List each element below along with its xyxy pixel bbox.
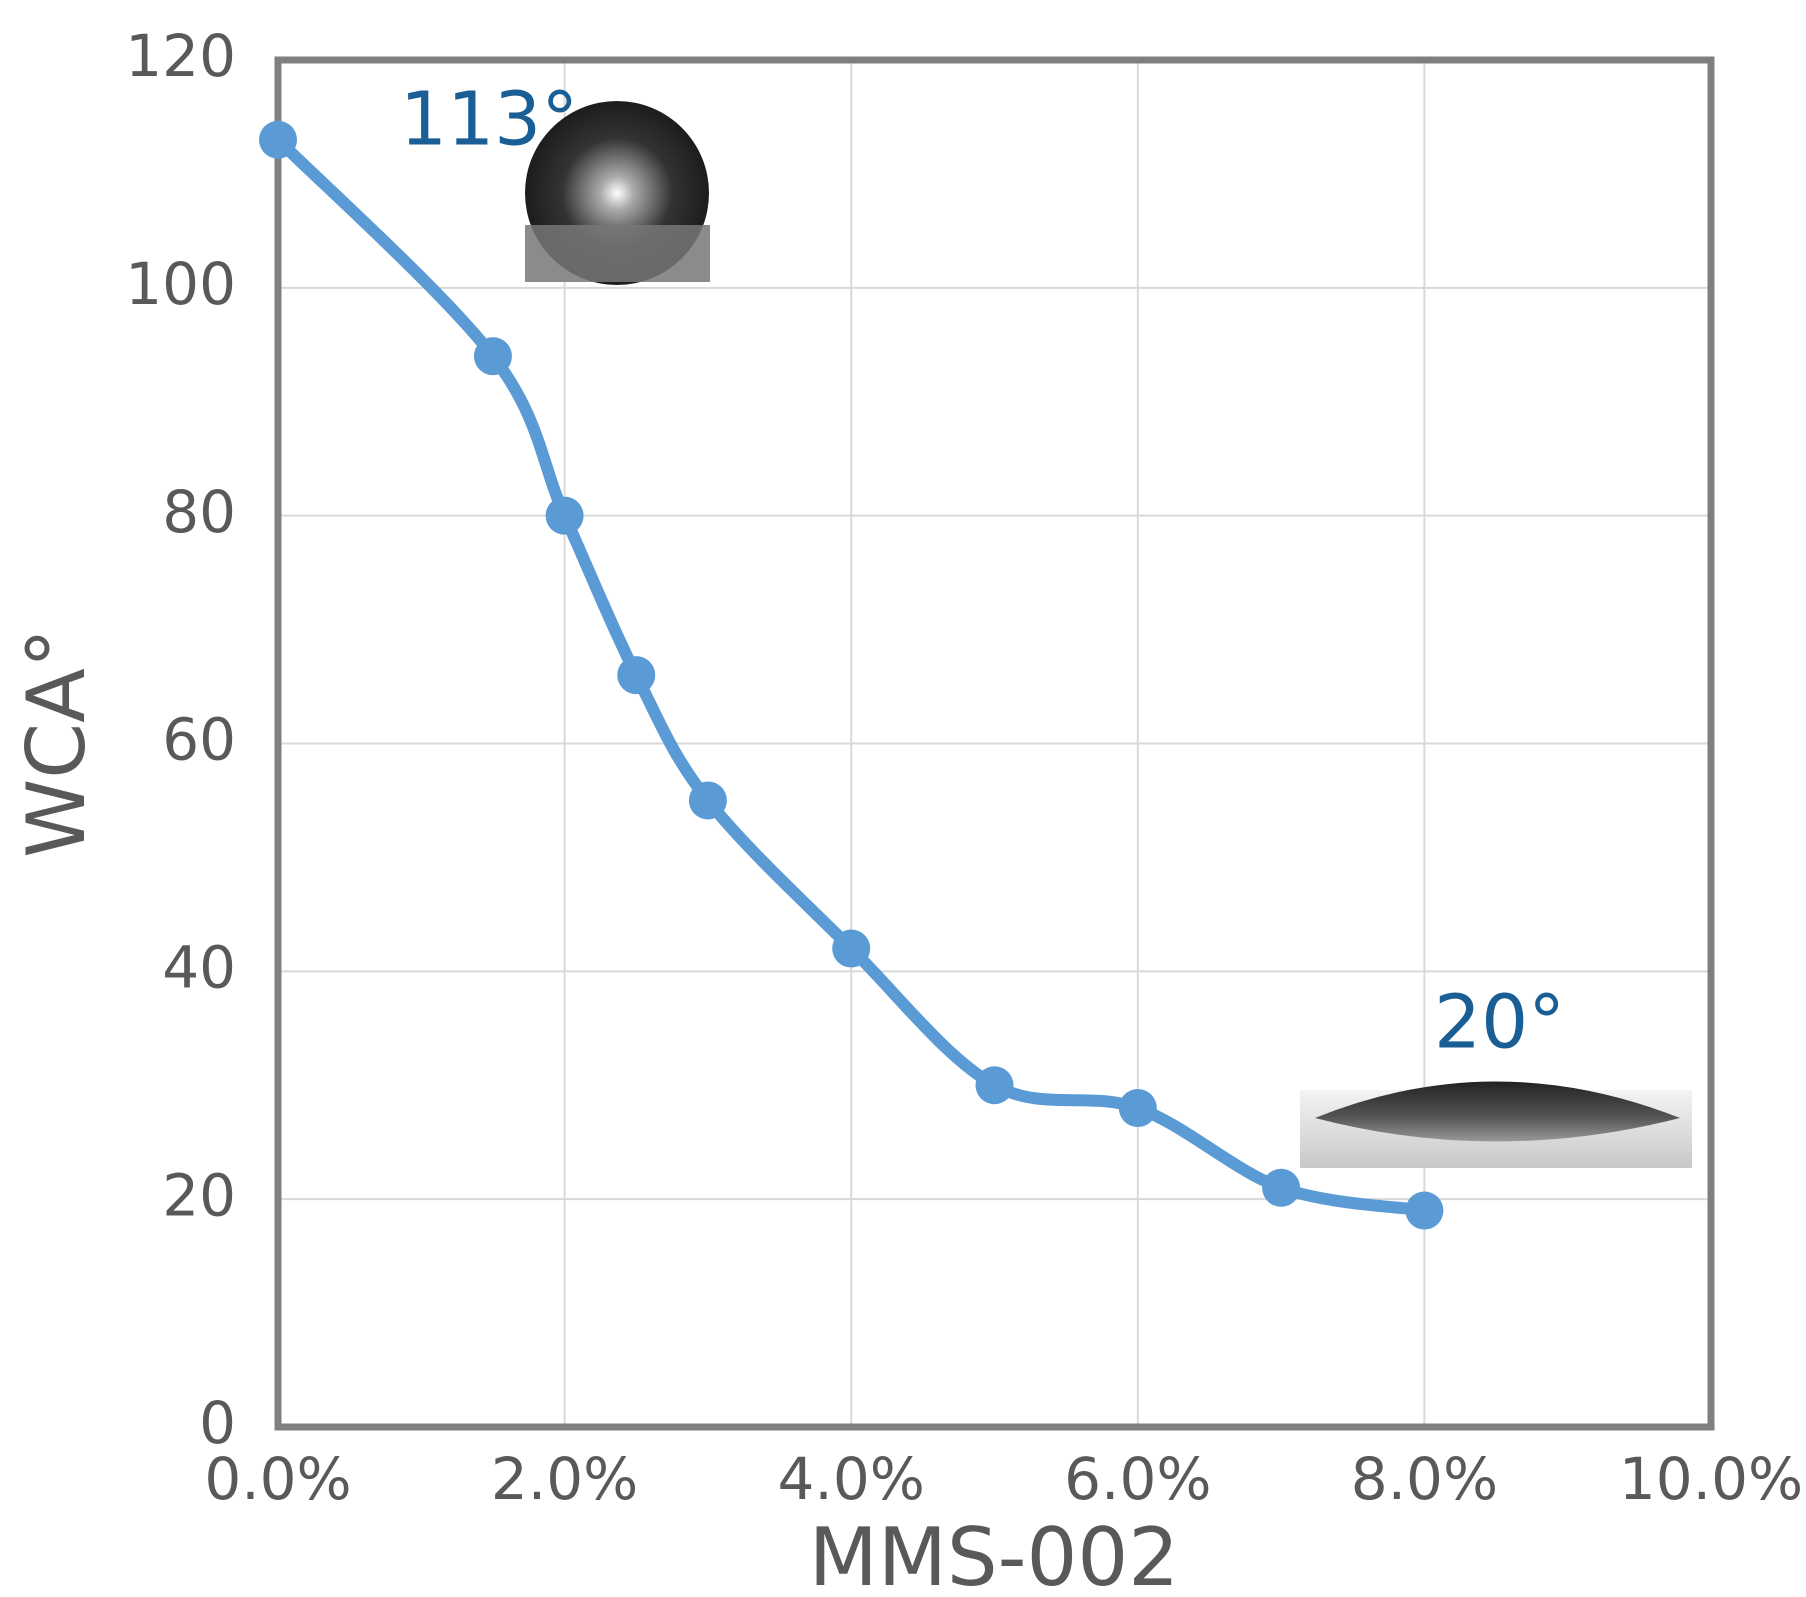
x-tick-label: 8.0%	[1351, 1445, 1498, 1513]
marker	[689, 781, 727, 819]
marker	[546, 497, 584, 535]
marker	[1262, 1169, 1300, 1207]
marker	[832, 930, 870, 968]
marker	[617, 656, 655, 694]
marker	[976, 1066, 1014, 1104]
marker	[259, 121, 297, 159]
annotation: 113°	[400, 77, 578, 163]
x-tick-label: 10.0%	[1619, 1445, 1803, 1513]
marker	[474, 337, 512, 375]
marker	[1405, 1192, 1443, 1230]
marker	[1119, 1089, 1157, 1127]
y-tick-label: 80	[162, 478, 236, 546]
y-axis-title: WCA°	[10, 628, 103, 858]
chart: WCA° MMS-002 113° 20° 0204060801001200.0…	[0, 0, 1806, 1597]
annotation: 20°	[1434, 980, 1565, 1066]
x-tick-label: 0.0%	[204, 1445, 351, 1513]
x-tick-label: 6.0%	[1064, 1445, 1211, 1513]
y-tick-label: 120	[125, 22, 236, 90]
y-tick-label: 20	[162, 1161, 236, 1229]
y-tick-label: 40	[162, 933, 236, 1001]
y-tick-label: 100	[125, 250, 236, 318]
x-axis-title: MMS-002	[809, 1511, 1179, 1597]
y-tick-label: 60	[162, 706, 236, 774]
x-tick-label: 2.0%	[491, 1445, 638, 1513]
x-tick-label: 4.0%	[778, 1445, 925, 1513]
droplet-image-low	[1300, 1082, 1692, 1169]
